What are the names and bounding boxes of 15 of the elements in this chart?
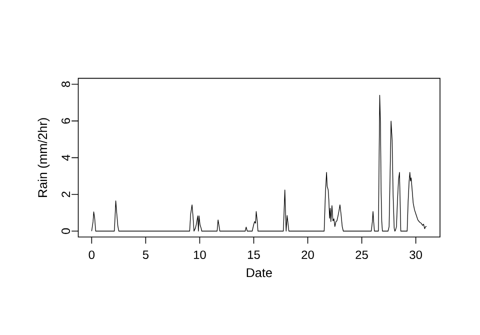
x-tick-label: 5 (142, 250, 149, 259)
x-tick-label: 20 (302, 250, 314, 260)
y-tick-label: 6 (62, 118, 70, 124)
y-axis-title: Rain (mm/2hr) (38, 118, 50, 197)
y-tick-label: 8 (62, 81, 70, 88)
y-tick-label: 0 (62, 228, 70, 234)
y-tick-label: 4 (62, 154, 70, 161)
x-tick-label: 10 (194, 250, 206, 260)
y-tick-label: 2 (62, 192, 70, 198)
x-axis-title: Date (246, 268, 272, 278)
line-series (91, 94, 427, 232)
x-tick-label: 30 (410, 250, 422, 260)
x-tick-label: 0 (88, 250, 95, 260)
x-tick-label: 25 (356, 250, 368, 260)
x-tick-label: 15 (248, 250, 260, 259)
